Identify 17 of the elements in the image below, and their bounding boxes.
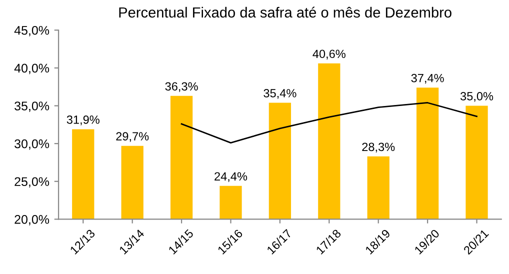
data-label: 40,6% — [312, 50, 346, 60]
data-label: 28,3% — [362, 142, 395, 152]
data-label: 35,0% — [460, 92, 494, 102]
y-tick-label: 40,0% — [14, 64, 50, 74]
data-label: 31,9% — [66, 115, 100, 126]
data-label: 36,3% — [165, 82, 198, 92]
y-tick-label: 35,0% — [14, 102, 50, 112]
data-label: 29,7% — [116, 132, 149, 142]
chart-title: Percentual Fixado da safra até o mês de Dezembro — [119, 6, 452, 18]
line-series — [180, 102, 478, 144]
y-tick-label: 25,0% — [14, 177, 50, 188]
y-tick-label: 20,0% — [14, 215, 50, 226]
data-label: 35,4% — [264, 89, 296, 99]
y-tick-label: 45,0% — [14, 26, 50, 36]
data-label: 37,4% — [411, 74, 444, 84]
y-tick-label: 30,0% — [14, 139, 50, 150]
data-label: 24,4% — [214, 172, 248, 182]
